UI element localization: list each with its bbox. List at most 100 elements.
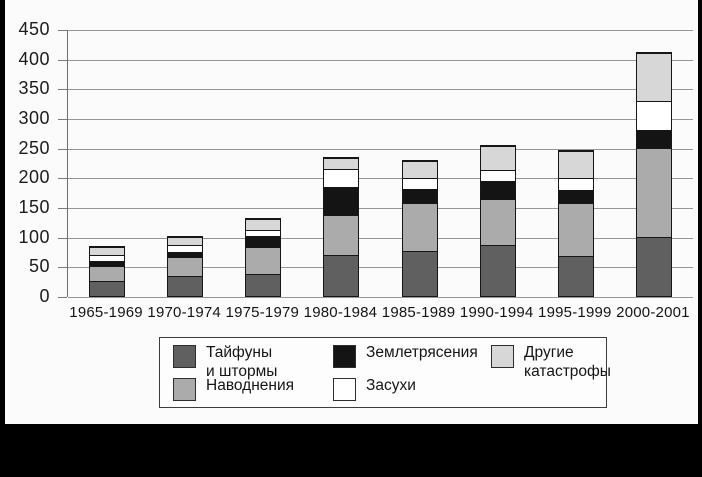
bar-segment	[324, 157, 359, 170]
x-tick-label-1965-1969: 1965-1969	[69, 304, 143, 321]
stacked-bar-1980-1984	[323, 156, 360, 297]
y-tick-label-300: 300	[18, 108, 50, 129]
x-tick-label-1995-1999: 1995-1999	[538, 304, 612, 321]
bar-segment	[480, 245, 515, 296]
bar-segment	[246, 246, 281, 274]
bar-segment	[636, 129, 671, 148]
y-tick-50	[58, 267, 67, 269]
bar-segment	[168, 276, 203, 296]
bar-segment	[558, 203, 593, 257]
bar-segment	[324, 169, 359, 188]
legend-item-droughts: Засухи	[333, 377, 491, 410]
stacked-bar-1965-1969	[89, 245, 126, 297]
bar-group-1980-1984	[302, 156, 380, 297]
bar-segment	[90, 281, 125, 296]
legend-label: Землетрясения	[366, 344, 478, 361]
y-tick-label-400: 400	[18, 48, 50, 69]
y-tick-label-250: 250	[18, 137, 50, 158]
legend-swatch-droughts	[333, 378, 356, 401]
bar-segment	[90, 254, 125, 261]
bar-segment	[402, 177, 437, 189]
bar-segment	[480, 170, 515, 181]
bar-segment	[636, 237, 671, 296]
stacked-bar-1990-1994	[479, 144, 516, 297]
bar-segment	[168, 245, 203, 253]
bar-segment	[90, 266, 125, 282]
gridline-150	[68, 208, 693, 209]
legend-swatch-typhoons-storms	[173, 345, 196, 368]
bar-segment	[480, 180, 515, 200]
y-tick-label-100: 100	[18, 226, 50, 247]
bar-segment	[402, 188, 437, 204]
gridline-50	[68, 267, 693, 269]
bar-segment	[636, 101, 671, 130]
bar-segment	[558, 189, 593, 204]
legend-item-typhoons-storms: Тайфуны и штормы	[173, 344, 333, 380]
y-tick-label-200: 200	[18, 167, 50, 188]
bar-segment	[558, 177, 593, 190]
bar-segment	[168, 252, 203, 257]
bar-segment	[324, 255, 359, 296]
chart-panel: 0 50 100 150 200 250 300 350 400 450 1965-1969 197…	[5, 0, 698, 424]
bar-group-2000-2001	[615, 51, 693, 297]
legend-item-floods: Наводнения	[173, 377, 333, 410]
legend-label: Наводнения	[206, 377, 294, 394]
bar-group-1995-1999	[537, 149, 615, 297]
y-tick-label-450: 450	[18, 19, 50, 40]
gridline-300	[68, 119, 693, 120]
bar-segment	[324, 187, 359, 216]
stacked-bar-1995-1999	[557, 149, 594, 297]
bar-segment	[246, 218, 281, 230]
legend-label: Засухи	[366, 377, 416, 394]
bar-segment	[636, 52, 671, 102]
bar-segment	[480, 145, 515, 171]
bar-segment	[90, 246, 125, 255]
legend: Тайфуны и штормы Наводнения Землетрясени…	[159, 337, 611, 410]
bar-segment	[168, 256, 203, 277]
x-axis-labels: 1965-1969 1970-1974 1975-1979 1980-1984 1985…	[67, 304, 692, 321]
bar-segment	[90, 260, 125, 267]
gridline-0	[68, 297, 693, 298]
y-tick-label-350: 350	[18, 78, 50, 99]
x-tick-label-1980-1984: 1980-1984	[303, 304, 378, 321]
bar-segment	[246, 273, 281, 296]
legend-item-other-catastrophes: Другие катастрофы	[491, 344, 611, 410]
stacked-bar-1970-1974	[167, 235, 204, 297]
y-tick-100	[58, 237, 67, 239]
gridline-450	[68, 30, 693, 31]
bar-segment	[402, 203, 437, 251]
x-tick-label-1975-1979: 1975-1979	[225, 304, 300, 321]
legend-swatch-earthquakes	[333, 345, 356, 368]
stacked-bar-2000-2001	[635, 51, 672, 297]
gridline-200	[68, 178, 693, 180]
y-tick-400	[58, 59, 67, 61]
bar-segment	[480, 199, 515, 245]
stacked-bar-1985-1989	[401, 160, 438, 297]
legend-swatch-other-catastrophes	[491, 345, 514, 368]
y-tick-label-50: 50	[28, 256, 50, 277]
legend-label: Другие катастрофы	[524, 344, 611, 380]
y-tick-label-150: 150	[18, 197, 50, 218]
y-tick-label-0: 0	[39, 286, 50, 307]
bars-layer	[68, 30, 693, 297]
bar-group-1965-1969	[68, 245, 146, 297]
x-tick-label-1970-1974: 1970-1974	[147, 304, 221, 321]
y-tick-0	[58, 297, 67, 298]
y-tick-250	[58, 148, 67, 150]
y-tick-350	[58, 89, 67, 91]
y-tick-300	[58, 119, 67, 120]
bar-segment	[402, 250, 437, 296]
gridline-400	[68, 59, 693, 61]
bar-segment	[246, 229, 281, 236]
y-tick-150	[58, 208, 67, 209]
bar-group-1975-1979	[224, 217, 302, 297]
bar-group-1970-1974	[146, 235, 224, 297]
bar-segment	[402, 161, 437, 178]
bar-segment	[168, 236, 203, 246]
plot-area	[67, 30, 693, 298]
bar-group-1990-1994	[459, 144, 537, 297]
x-tick-label-1990-1994: 1990-1994	[459, 304, 534, 321]
legend-swatch-floods	[173, 378, 196, 401]
bar-group-1985-1989	[381, 160, 459, 297]
gridline-250	[68, 148, 693, 150]
